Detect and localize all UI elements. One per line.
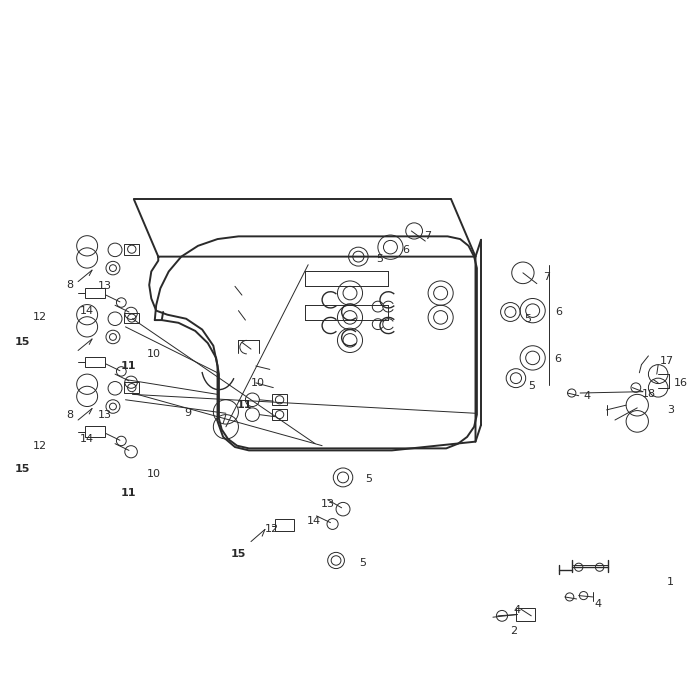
Text: 6: 6 [402,245,409,255]
Bar [272,395,287,405]
Bar [85,357,104,367]
Text: 17: 17 [660,355,674,365]
Text: 8: 8 [66,410,74,420]
Text: 9: 9 [185,408,192,418]
Text: 11: 11 [120,488,136,498]
Text: 3: 3 [667,405,674,415]
Text: 6: 6 [554,355,561,364]
Text: 4: 4 [514,605,521,616]
Text: 4: 4 [594,599,601,609]
Bar [124,313,139,323]
Text: 4: 4 [584,391,591,401]
Text: 13: 13 [97,410,111,420]
Text: 16: 16 [674,378,688,388]
Text: 13: 13 [321,500,335,509]
Text: 5: 5 [365,475,372,485]
Text: 10: 10 [146,349,160,359]
Text: 12: 12 [265,524,279,534]
Text: 14: 14 [79,306,94,316]
Text: 15: 15 [15,464,30,474]
Bar [274,519,294,532]
Text: 14: 14 [79,434,94,444]
Text: 12: 12 [33,441,47,451]
Text: 10: 10 [146,469,160,479]
Text: 15: 15 [231,549,246,559]
Text: 5: 5 [524,314,531,323]
Text: 7: 7 [543,272,550,282]
Bar [85,287,104,298]
Bar [272,410,287,420]
Text: 1: 1 [667,577,674,587]
Text: 15: 15 [15,338,30,347]
Text: 11: 11 [237,400,252,410]
Text: 10: 10 [251,378,265,388]
Text: 12: 12 [33,313,47,323]
Text: 5: 5 [376,254,383,264]
Bar [85,426,104,437]
Text: 2: 2 [510,626,517,636]
Text: 6: 6 [556,307,563,317]
Text: 5: 5 [528,381,535,391]
Text: 11: 11 [120,361,136,371]
Bar [124,382,139,393]
Bar [124,244,139,255]
Text: 5: 5 [359,558,366,568]
Text: 13: 13 [97,281,111,292]
Bar [516,608,536,620]
Text: 8: 8 [66,280,74,290]
Text: 14: 14 [307,517,321,526]
Text: 7: 7 [424,231,432,241]
Text: 18: 18 [641,389,655,399]
